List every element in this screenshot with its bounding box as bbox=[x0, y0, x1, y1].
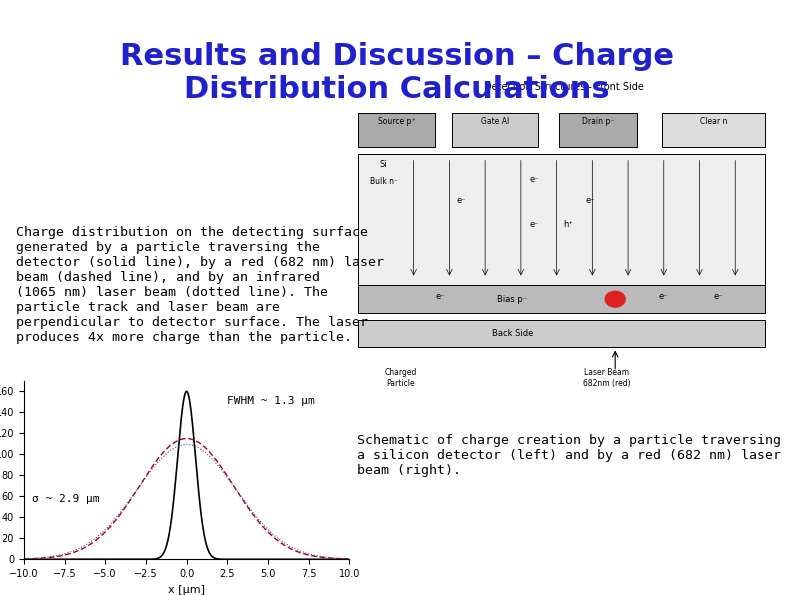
FancyBboxPatch shape bbox=[453, 113, 538, 148]
Text: e⁻: e⁻ bbox=[530, 220, 539, 228]
Text: Bulk n⁻: Bulk n⁻ bbox=[370, 177, 398, 186]
Text: Gate Al: Gate Al bbox=[481, 117, 509, 126]
Text: e⁻: e⁻ bbox=[435, 292, 445, 301]
Text: Detection Structures - Front Side: Detection Structures - Front Side bbox=[484, 82, 644, 92]
FancyBboxPatch shape bbox=[358, 154, 765, 286]
FancyBboxPatch shape bbox=[662, 113, 765, 148]
Ellipse shape bbox=[604, 290, 626, 308]
Text: e⁻: e⁻ bbox=[714, 292, 723, 301]
FancyBboxPatch shape bbox=[560, 113, 637, 148]
Text: Back Side: Back Side bbox=[491, 329, 533, 338]
Text: Si: Si bbox=[380, 160, 387, 169]
Text: Drain p⁻: Drain p⁻ bbox=[582, 117, 615, 126]
Text: e⁻: e⁻ bbox=[457, 196, 466, 205]
Text: h⁺: h⁺ bbox=[564, 220, 573, 228]
Text: e⁻: e⁻ bbox=[585, 196, 595, 205]
FancyBboxPatch shape bbox=[358, 286, 765, 313]
Text: e⁻: e⁻ bbox=[530, 175, 539, 184]
Text: Bias p⁻: Bias p⁻ bbox=[497, 295, 527, 303]
Text: σ ~ 2.9 μm: σ ~ 2.9 μm bbox=[32, 493, 99, 503]
FancyBboxPatch shape bbox=[358, 113, 435, 148]
Text: Clear n: Clear n bbox=[700, 117, 727, 126]
FancyBboxPatch shape bbox=[358, 320, 765, 347]
Text: Charged
Particle: Charged Particle bbox=[384, 368, 417, 387]
Text: e⁻: e⁻ bbox=[658, 292, 668, 301]
X-axis label: x [μm]: x [μm] bbox=[168, 584, 205, 594]
Text: Schematic of charge creation by a particle traversing
a silicon detector (left) : Schematic of charge creation by a partic… bbox=[357, 434, 781, 477]
Text: FWHM ~ 1.3 μm: FWHM ~ 1.3 μm bbox=[227, 396, 315, 406]
Text: Laser Beam
682nm (red): Laser Beam 682nm (red) bbox=[583, 368, 630, 387]
Text: Results and Discussion – Charge
Distribution Calculations: Results and Discussion – Charge Distribu… bbox=[120, 42, 674, 104]
Text: Source p⁺: Source p⁺ bbox=[378, 117, 415, 126]
Text: Charge distribution on the detecting surface
generated by a particle traversing : Charge distribution on the detecting sur… bbox=[16, 226, 384, 344]
